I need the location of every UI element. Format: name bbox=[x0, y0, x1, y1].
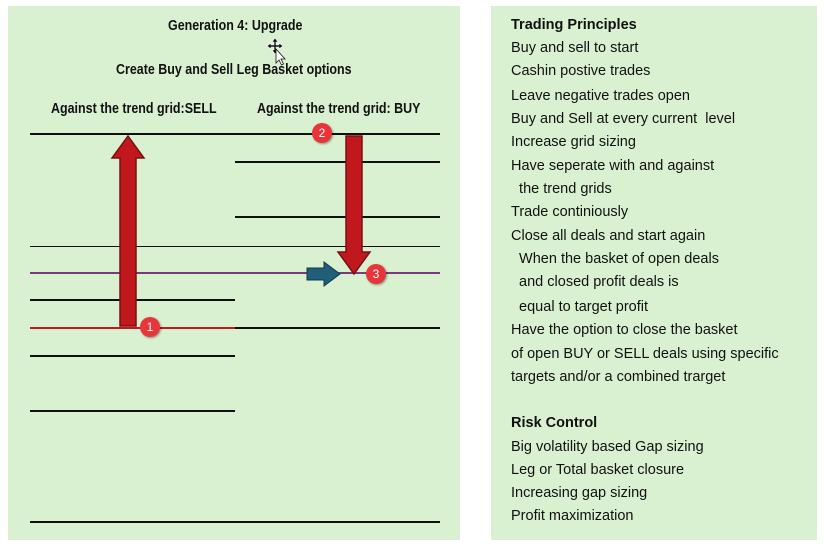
diagram-title: Generation 4: Upgrade bbox=[168, 18, 303, 34]
principle-line: Trade continiously bbox=[511, 204, 629, 220]
risk-control-heading: Risk Control bbox=[511, 415, 598, 431]
principle-line: and closed profit deals is bbox=[511, 274, 679, 290]
risk-line: Profit maximization bbox=[511, 508, 634, 524]
step-badge-3: 3 bbox=[366, 264, 386, 284]
principle-line: Leave negative trades open bbox=[511, 88, 690, 104]
principle-line: Have seperate with and against bbox=[511, 158, 715, 174]
principle-line: Buy and Sell at every current level bbox=[511, 111, 736, 127]
principle-line: When the basket of open deals bbox=[511, 251, 719, 267]
grid-line bbox=[30, 246, 440, 247]
principle-line: the trend grids bbox=[511, 181, 612, 197]
principle-line: Increase grid sizing bbox=[511, 134, 636, 150]
move-cursor-icon bbox=[266, 37, 286, 66]
buy-grid-heading: Against the trend grid: BUY bbox=[257, 101, 421, 117]
buy-grid-line bbox=[235, 216, 440, 218]
sell-entry-level bbox=[30, 327, 235, 329]
grid-line-top bbox=[30, 133, 440, 135]
arrows-layer bbox=[110, 37, 372, 327]
principles-panel: Trading Principles Buy and sell to start… bbox=[491, 6, 817, 540]
principle-line: equal to target profit bbox=[511, 299, 649, 315]
principle-line: Have the option to close the basket bbox=[511, 322, 738, 338]
step-badge-1: 1 bbox=[140, 317, 160, 337]
sell-grid-line bbox=[30, 355, 235, 357]
principle-line: of open BUY or SELL deals using specific bbox=[511, 346, 779, 362]
risk-line: Leg or Total basket closure bbox=[511, 462, 685, 478]
principle-line: Buy and sell to start bbox=[511, 40, 639, 56]
diagram-panel: Generation 4: Upgrade Create Buy and Sel… bbox=[8, 6, 460, 540]
diagram-subtitle: Create Buy and Sell Leg Basket options bbox=[116, 62, 352, 78]
principle-line: targets and/or a combined trarget bbox=[511, 369, 726, 385]
step-badge-2: 2 bbox=[312, 123, 332, 143]
principle-line: Cashin postive trades bbox=[511, 63, 651, 79]
grid-line-bottom bbox=[30, 521, 440, 523]
risk-line: Increasing gap sizing bbox=[511, 485, 648, 501]
buy-down-arrow bbox=[336, 135, 372, 276]
principle-line: Close all deals and start again bbox=[511, 228, 706, 244]
sell-grid-heading: Against the trend grid:SELL bbox=[51, 101, 217, 117]
trading-principles-heading: Trading Principles bbox=[511, 17, 637, 33]
blue-right-arrow bbox=[306, 261, 341, 287]
buy-grid-line bbox=[235, 327, 440, 329]
risk-line: Big volatility based Gap sizing bbox=[511, 439, 704, 455]
buy-grid-line bbox=[235, 161, 440, 163]
sell-up-arrow bbox=[110, 134, 146, 327]
current-price-line bbox=[30, 272, 440, 274]
sell-grid-line bbox=[30, 410, 235, 412]
